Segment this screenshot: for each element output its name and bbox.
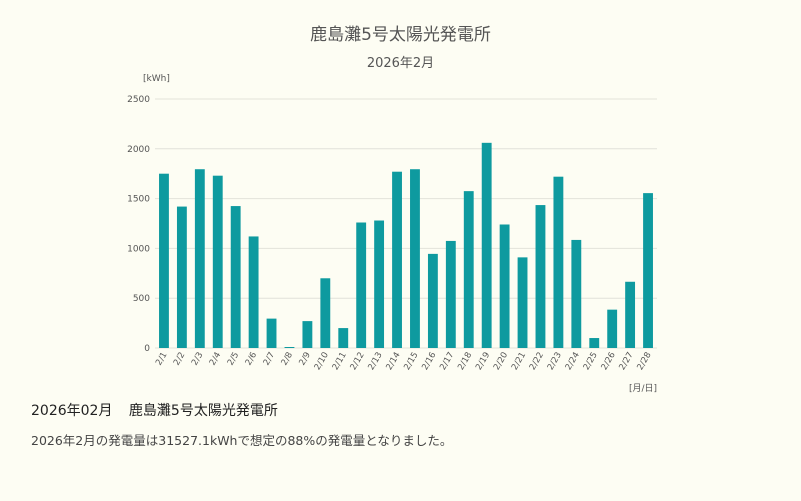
bar — [571, 239, 582, 348]
y-tick-label: 2000 — [127, 145, 150, 155]
x-tick-label: 2/25 — [582, 351, 600, 373]
x-tick-label: 2/17 — [438, 351, 456, 373]
x-axis-label: [月/日] — [629, 383, 657, 394]
bar — [356, 222, 367, 348]
summary-heading: 2026年02月 鹿島灘5号太陽光発電所 — [31, 400, 290, 420]
x-tick-label: 2/12 — [349, 351, 367, 373]
bar — [392, 171, 402, 348]
x-tick-label: 2/20 — [492, 351, 510, 373]
x-tick-label: 2/6 — [244, 351, 260, 368]
bar — [553, 176, 564, 348]
x-tick-label: 2/1 — [154, 351, 170, 368]
summary-period: 2026年02月 — [31, 403, 113, 419]
x-tick-label: 2/22 — [528, 351, 546, 373]
x-tick-label: 2/11 — [331, 351, 349, 373]
bar — [625, 281, 636, 348]
bar — [643, 193, 653, 348]
x-tick-label: 2/5 — [226, 351, 242, 368]
bar — [248, 236, 259, 348]
x-tick-label: 2/23 — [546, 351, 564, 373]
bar — [320, 278, 331, 348]
bar — [374, 220, 385, 348]
bar — [427, 253, 438, 348]
bar — [159, 173, 169, 348]
bar — [230, 206, 241, 348]
bar — [410, 169, 420, 348]
x-tick-label: 2/10 — [313, 351, 331, 373]
summary-text: 2026年2月の発電量は31527.1kWhで想定の88%の発電量となりました。 — [31, 433, 453, 448]
bar — [499, 224, 510, 348]
y-axis-label: [kWh] — [143, 74, 170, 84]
x-tick-label: 2/28 — [635, 351, 653, 373]
x-tick-label: 2/26 — [600, 351, 618, 373]
x-tick-label: 2/8 — [280, 351, 296, 368]
x-tick-label: 2/13 — [366, 351, 384, 373]
bar-chart: 0 500 1000 1500 2000 2500 [kWh] 2/1 2/2 2/3 2/4 2/5… — [127, 74, 657, 394]
bar — [463, 191, 474, 348]
x-tick-label: 2/3 — [190, 351, 206, 368]
x-tick-label: 2/4 — [208, 351, 224, 368]
x-tick-label: 2/7 — [262, 351, 278, 368]
bar — [302, 321, 313, 348]
chart-subtitle: 2026年2月 — [366, 56, 435, 71]
x-tick-label: 2/15 — [402, 351, 420, 373]
bar — [589, 338, 600, 348]
x-tick-label: 2/27 — [617, 351, 635, 373]
chart-title: 鹿島灘5号太陽光発電所 — [310, 25, 491, 45]
bar — [194, 169, 205, 348]
bar — [607, 309, 618, 348]
bar — [176, 206, 187, 348]
x-tick-label: 2/16 — [420, 351, 438, 373]
summary-plant-name: 鹿島灘5号太陽光発電所 — [128, 403, 278, 419]
x-tick-label: 2/24 — [564, 351, 582, 373]
y-tick-label: 1500 — [127, 195, 150, 205]
y-tick-label: 1000 — [127, 244, 150, 254]
bar — [535, 205, 546, 348]
x-tick-label: 2/19 — [474, 351, 492, 373]
y-tick-label: 500 — [133, 294, 150, 304]
x-tick-label: 2/2 — [172, 351, 188, 368]
y-tick-label: 0 — [144, 344, 150, 354]
x-tick-label: 2/14 — [384, 351, 402, 373]
y-tick-label: 2500 — [127, 95, 150, 105]
bar — [212, 175, 223, 348]
x-tick-label: 2/9 — [297, 351, 313, 368]
bar — [338, 328, 349, 348]
x-tick-label: 2/21 — [510, 351, 528, 373]
bar — [481, 142, 492, 348]
bar — [266, 318, 277, 348]
x-tick-label: 2/18 — [456, 351, 474, 373]
bar — [517, 257, 528, 348]
bar — [445, 240, 456, 348]
bar — [284, 347, 295, 348]
